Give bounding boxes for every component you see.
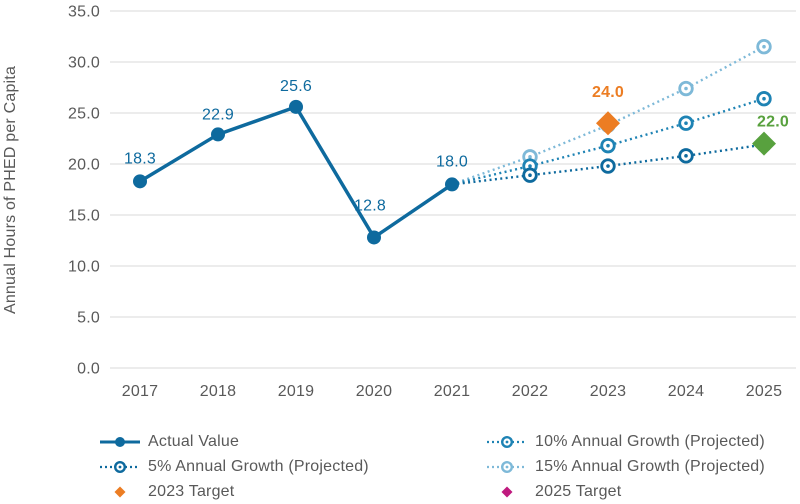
y-tick-label: 10.0 — [68, 259, 100, 276]
data-point-marker — [445, 177, 459, 192]
data-point-marker-dot — [762, 44, 766, 49]
target-2025-target: 22.0 — [752, 114, 789, 156]
data-point-marker-dot — [606, 164, 610, 168]
x-axis-tick-labels: 2017 2018 2019 2020 2021 2022 2023 2024 2025 — [122, 383, 782, 400]
x-tick-label-2025: 2025 — [746, 383, 782, 400]
y-tick-label: 0.0 — [77, 361, 100, 378]
legend-item-15-annual-growth-projected: 15% Annual Growth (Projected) — [485, 454, 800, 479]
legend-item-10-annual-growth-projected: 10% Annual Growth (Projected) — [485, 429, 800, 454]
data-point-label: 22.9 — [202, 106, 234, 123]
y-tick-label: 35.0 — [68, 4, 100, 21]
x-tick-label-2020: 2020 — [356, 383, 392, 400]
data-point-marker — [367, 230, 381, 245]
data-point-marker-dot — [762, 96, 766, 101]
legend-column-2: 10% Annual Growth (Projected) 15% Annual … — [485, 429, 800, 504]
data-point-marker — [211, 127, 225, 142]
data-point-marker-dot — [528, 173, 532, 178]
y-axis-title: Annual Hours of PHED per Capita — [2, 66, 19, 314]
x-tick-label-2023: 2023 — [590, 383, 626, 400]
series-line — [139, 104, 453, 240]
x-tick-label-2019: 2019 — [278, 383, 314, 400]
legend-column-1: Actual Value 5% Annual Growth (Projected)… — [98, 429, 485, 504]
series-actual-value: 18.3 22.9 25.6 12.8 18.0 — [124, 78, 468, 245]
solid-line-marker-icon — [98, 434, 142, 450]
gridlines — [110, 10, 796, 369]
dotted-line-marker-icon — [485, 459, 529, 475]
x-tick-label-2017: 2017 — [122, 383, 158, 400]
legend-item-actual-value: Actual Value — [98, 429, 485, 454]
x-tick-label-2018: 2018 — [200, 383, 236, 400]
legend-item-2025-target: 2025 Target — [485, 479, 800, 504]
legend-item-label: 15% Annual Growth (Projected) — [535, 457, 765, 475]
legend-item-label: Actual Value — [148, 432, 240, 450]
y-tick-label: 20.0 — [68, 157, 100, 174]
y-tick-label: 5.0 — [77, 310, 100, 327]
data-point-label: 25.6 — [280, 78, 312, 95]
diamond-icon — [98, 484, 142, 500]
legend-item-2023-target: 2023 Target — [98, 479, 485, 504]
data-point-marker — [133, 174, 147, 189]
legend-item-label: 2023 Target — [148, 482, 235, 500]
y-tick-label: 15.0 — [68, 208, 100, 225]
diamond-icon — [485, 484, 529, 500]
data-point-marker-dot — [684, 86, 688, 91]
data-point-marker — [289, 99, 303, 114]
data-point-marker-dot — [684, 154, 688, 158]
y-tick-label: 30.0 — [68, 55, 100, 72]
target-value-label: 22.0 — [757, 114, 789, 131]
legend-item-label: 5% Annual Growth (Projected) — [148, 457, 369, 475]
data-point-marker-dot — [606, 143, 610, 148]
x-tick-label-2021: 2021 — [434, 383, 470, 400]
y-tick-label: 25.0 — [68, 106, 100, 123]
data-point-marker-dot — [684, 121, 688, 125]
target-2023-target: 24.0 — [592, 84, 624, 136]
dotted-line-marker-icon — [98, 459, 142, 475]
y-axis-tick-labels: 0.0 5.0 10.0 15.0 20.0 25.0 30.0 35.0 — [68, 4, 100, 378]
x-tick-label-2024: 2024 — [668, 383, 704, 400]
data-point-label: 18.0 — [436, 153, 468, 170]
legend-item-5-annual-growth-projected: 5% Annual Growth (Projected) — [98, 454, 485, 479]
target-value-label: 24.0 — [592, 84, 624, 101]
data-point-label: 18.3 — [124, 150, 156, 167]
legend-item-label: 2025 Target — [535, 482, 622, 500]
phed-line-chart: 0.0 5.0 10.0 15.0 20.0 25.0 30.0 35.0 Annual Hou… — [2, 4, 796, 400]
target-diamond-marker — [752, 131, 776, 156]
series-line — [451, 45, 765, 186]
data-point-marker-dot — [528, 155, 532, 159]
chart-legend: Actual Value 5% Annual Growth (Projected)… — [0, 429, 800, 504]
x-tick-label-2022: 2022 — [512, 383, 548, 400]
target-diamond-marker — [596, 111, 620, 136]
data-point-label: 12.8 — [354, 197, 386, 214]
legend-item-label: 10% Annual Growth (Projected) — [535, 432, 765, 450]
data-point-marker-dot — [528, 164, 532, 168]
dotted-line-marker-icon — [485, 434, 529, 450]
